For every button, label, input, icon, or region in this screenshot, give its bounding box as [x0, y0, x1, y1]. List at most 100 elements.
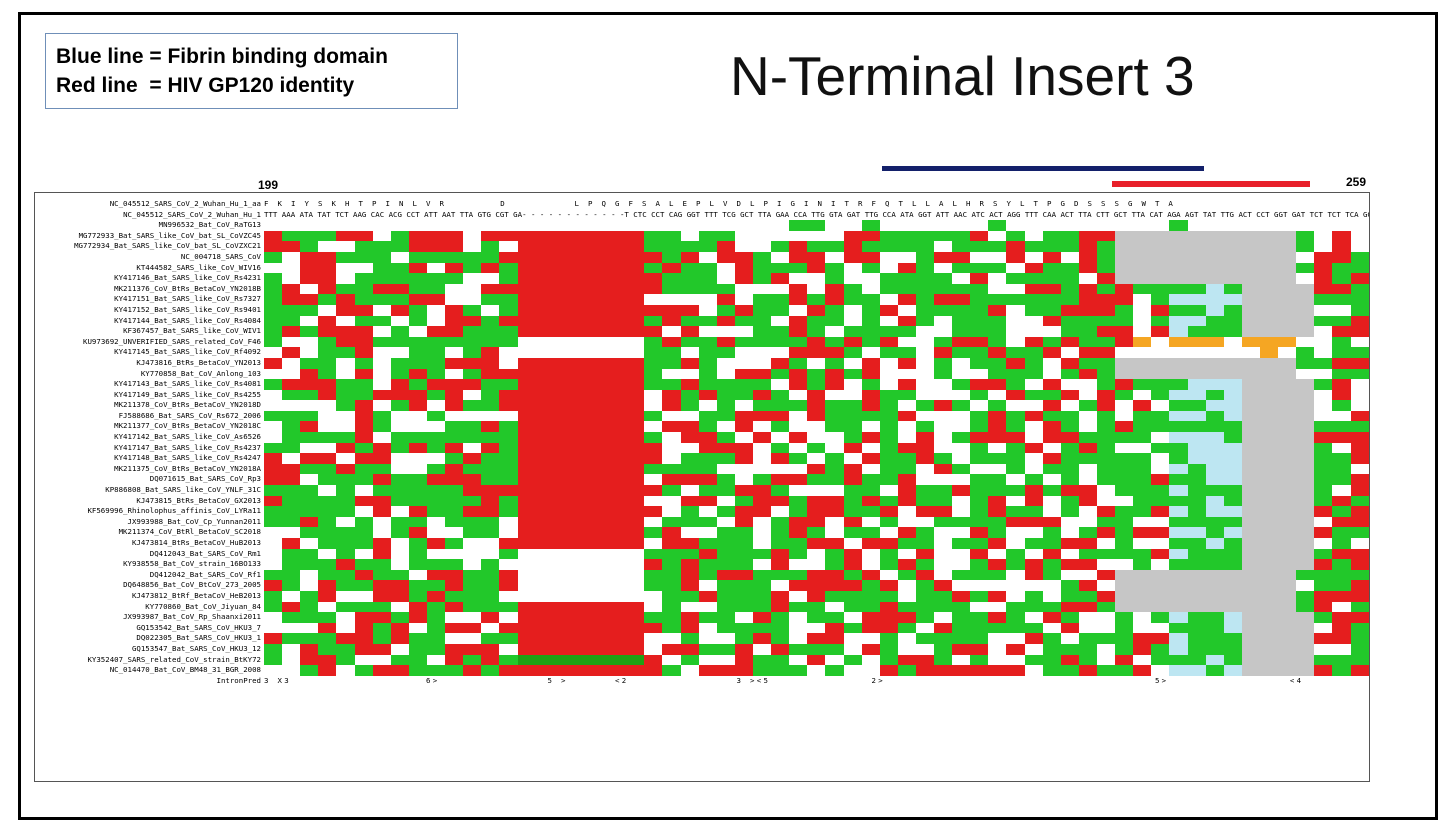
codon-cell [1133, 590, 1152, 602]
codon-cell [1097, 644, 1115, 655]
codon-cell [897, 612, 916, 623]
codon-cell [1115, 368, 1134, 380]
codon-cell [644, 357, 663, 369]
codon-cell [861, 506, 880, 517]
codon-cell [390, 569, 409, 581]
codon-cell [264, 410, 283, 422]
codon-cell [1006, 665, 1025, 676]
codon-cell [1133, 517, 1151, 528]
codon-cell [1296, 389, 1315, 401]
codon-cell [752, 379, 772, 390]
codon-cell [373, 400, 391, 411]
codon-cell [1006, 379, 1025, 390]
codon-cell [318, 622, 337, 634]
codon-cell [752, 495, 772, 507]
codon-cell [1060, 622, 1079, 634]
codon-cell [499, 442, 518, 454]
codon-cell [789, 368, 808, 380]
codon-cell [408, 643, 427, 655]
reference-row: NC_045512_SARS_CoV_2_Wuhan_Hu_1 TTT AAA … [35, 210, 1369, 221]
sequence-blocks [264, 569, 1369, 581]
codon-cell [481, 495, 500, 507]
codon-cell [952, 549, 970, 560]
codon-cell [1097, 379, 1116, 390]
codon-cell [408, 527, 427, 538]
codon-cell [1133, 612, 1151, 623]
codon-cell [662, 506, 680, 517]
codon-cell [952, 612, 971, 623]
codon-cell [1332, 315, 1351, 327]
codon-cell [1314, 421, 1333, 433]
codon-cell [789, 241, 808, 252]
codon-cell [1332, 379, 1351, 390]
codon-cell [844, 220, 862, 231]
codon-cell [789, 220, 808, 231]
codon-cell [282, 358, 300, 369]
codon-cell [952, 336, 971, 348]
codon-cell [1043, 623, 1061, 634]
codon-cell [426, 463, 446, 475]
codon-cell [1133, 262, 1152, 274]
codon-cell [644, 273, 663, 284]
codon-cell [897, 538, 916, 549]
codon-cell [608, 379, 627, 390]
codon-cell [734, 590, 753, 602]
codon-cell [336, 506, 355, 517]
codon-cell [970, 432, 989, 443]
codon-cell [626, 474, 645, 486]
codon-cell [1205, 432, 1224, 443]
codon-cell [897, 357, 916, 369]
codon-cell [1151, 230, 1170, 242]
codon-cell [879, 590, 898, 602]
codon-cell [1169, 220, 1188, 231]
codon-cell [1169, 347, 1187, 358]
codon-cell [1187, 421, 1206, 433]
codon-cell [1314, 474, 1333, 486]
codon-cell [952, 283, 971, 295]
codon-cell [373, 432, 391, 443]
codon-cell [1314, 390, 1332, 401]
codon-cell [807, 251, 826, 263]
codon-cell [408, 273, 427, 284]
codon-cell [1332, 432, 1351, 443]
codon-cell [1133, 305, 1151, 316]
codon-cell [699, 580, 717, 591]
codon-cell [1350, 262, 1369, 274]
codon-cell [608, 463, 627, 475]
codon-cell [898, 337, 916, 348]
codon-cell [499, 612, 517, 623]
codon-cell [517, 410, 536, 422]
codon-cell [354, 463, 373, 475]
row-label: NC_014470_Bat_CoV_BM48_31_BGR_2008 [109, 665, 261, 675]
codon-cell [1205, 559, 1224, 570]
codon-cell [1006, 655, 1024, 666]
sequence-row: JX993988_Bat_CoV_Cp_Yunnan2011 [35, 516, 1369, 528]
codon-cell [535, 612, 554, 623]
codon-cell [771, 464, 789, 475]
codon-cell [463, 549, 481, 560]
codon-cell [409, 464, 427, 475]
codon-cell [318, 538, 337, 549]
codon-cell [1187, 559, 1206, 570]
codon-cell [608, 580, 626, 591]
codon-cell [318, 283, 337, 295]
codon-cell [752, 273, 772, 284]
codon-cell [789, 559, 807, 570]
codon-cell [970, 612, 989, 623]
codon-cell [391, 559, 409, 570]
codon-cell [988, 569, 1007, 581]
codon-cell [897, 410, 916, 422]
codon-cell [1006, 559, 1025, 570]
sequence-blocks [264, 665, 1369, 676]
codon-cell [644, 622, 663, 634]
codon-cell [862, 347, 880, 358]
codon-cell [789, 643, 808, 655]
codon-cell [807, 569, 826, 581]
codon-cell [934, 273, 953, 284]
codon-cell [1278, 569, 1297, 581]
codon-cell [716, 612, 735, 623]
codon-cell [970, 421, 989, 433]
codon-cell [1078, 294, 1098, 305]
codon-cell [807, 442, 826, 454]
codon-cell [481, 580, 500, 591]
